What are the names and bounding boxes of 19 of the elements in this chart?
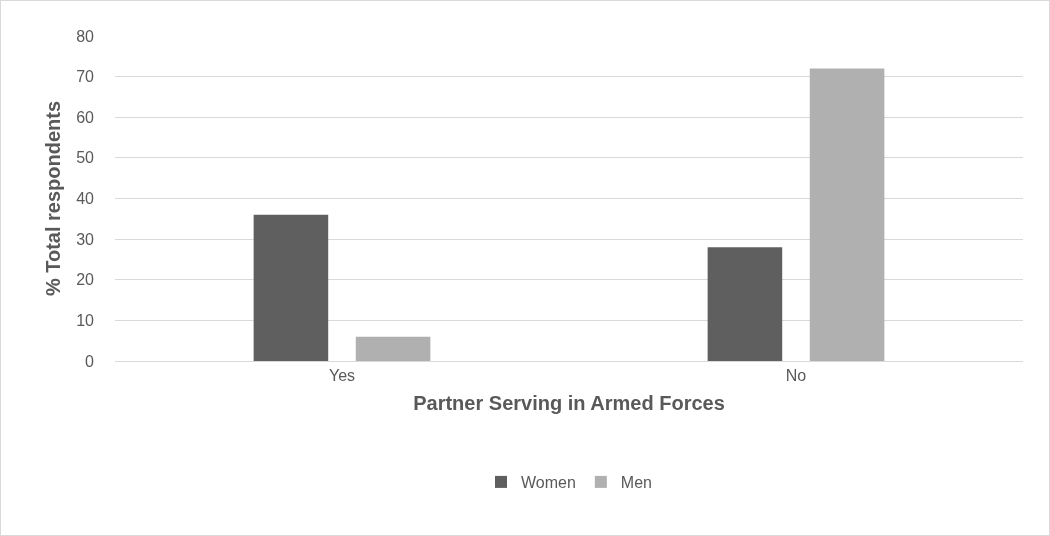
bar (355, 336, 431, 361)
y-tick-label: 30 (76, 230, 95, 248)
y-axis-title: % Total respondents (41, 100, 64, 297)
bar (707, 247, 783, 361)
y-tick-label: 10 (76, 311, 95, 329)
bar (253, 214, 329, 361)
y-tick-label: 80 (76, 27, 95, 45)
y-tick-label: 70 (76, 68, 95, 86)
y-tick-label: 60 (76, 108, 95, 126)
y-tick-label: 0 (85, 352, 95, 370)
y-tick-label: 20 (76, 271, 95, 289)
x-tick-label: Yes (328, 367, 356, 385)
bar (809, 68, 885, 361)
x-axis-title: Partner Serving in Armed Forces (413, 391, 725, 414)
legend-label: Women (521, 474, 576, 492)
y-tick-label: 40 (76, 190, 95, 208)
legend-label: Men (620, 474, 652, 492)
y-tick-label: 50 (76, 149, 95, 167)
x-tick-label: No (785, 367, 807, 385)
